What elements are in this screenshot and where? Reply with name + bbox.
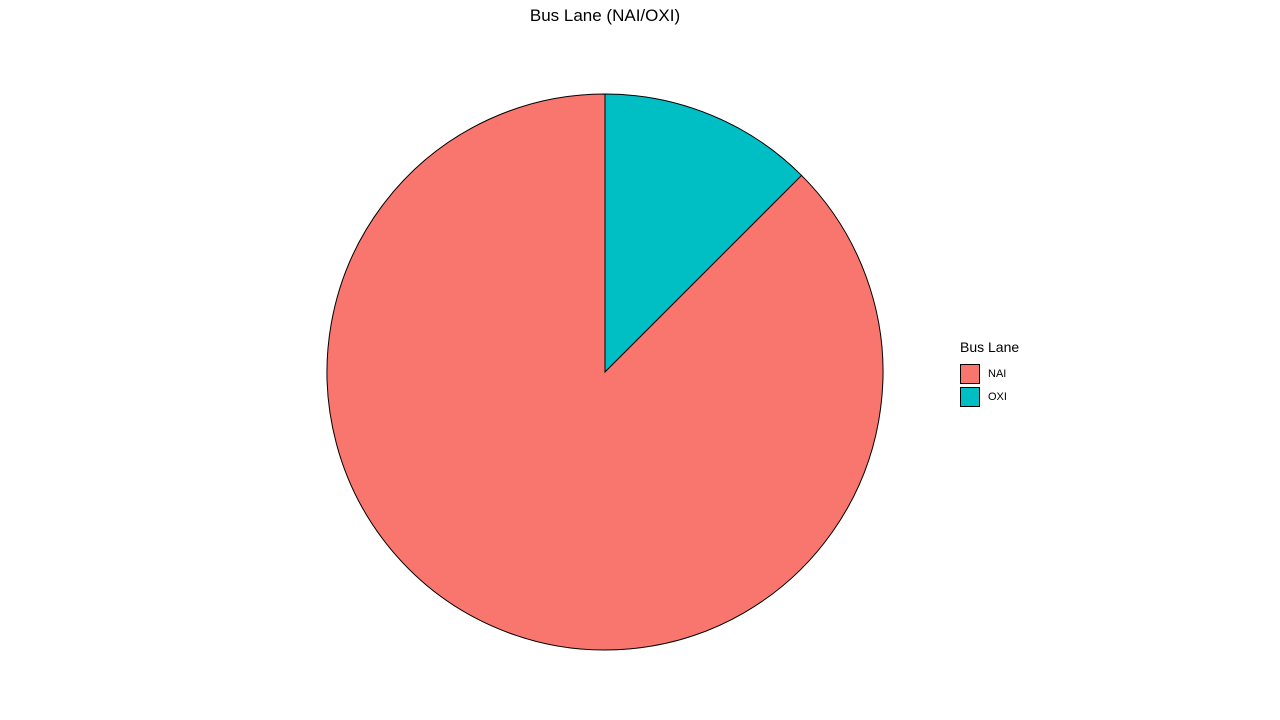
legend: Bus Lane NAI OXI: [960, 338, 1019, 408]
chart-title: Bus Lane (NAI/OXI): [529, 6, 681, 25]
legend-item-oxi: OXI: [960, 385, 1019, 408]
legend-label-nai: NAI: [988, 367, 1007, 380]
legend-item-nai: NAI: [960, 362, 1019, 385]
legend-label-oxi: OXI: [988, 390, 1007, 403]
legend-swatch-oxi: [960, 386, 980, 407]
pie-slice-oxi: [604, 93, 803, 374]
legend-title: Bus Lane: [960, 339, 1020, 355]
legend-swatch-nai: [960, 363, 980, 384]
pie-slice-nai: [326, 93, 884, 651]
